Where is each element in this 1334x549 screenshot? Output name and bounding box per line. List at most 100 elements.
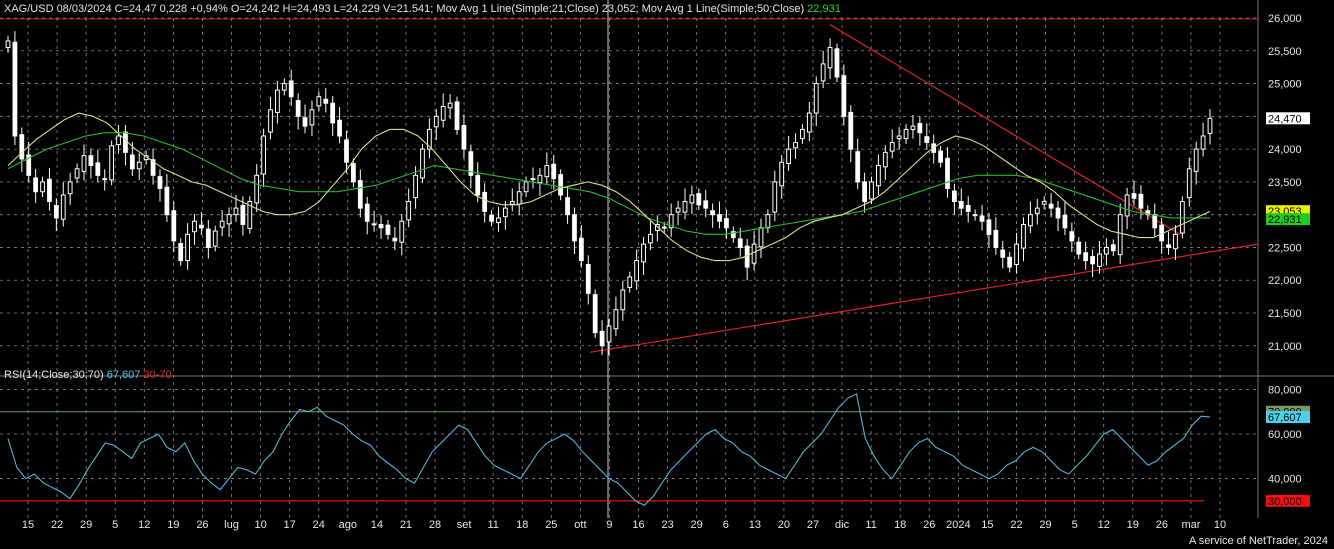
candle: [60, 181, 66, 227]
candle: [703, 189, 709, 218]
candle-body: [578, 237, 584, 262]
candle: [1131, 180, 1137, 206]
candle: [1186, 157, 1192, 207]
time-tick-label: 16: [632, 519, 644, 531]
candle: [641, 236, 646, 275]
candle: [219, 210, 225, 237]
candle: [240, 196, 246, 236]
candle-body: [60, 194, 66, 220]
candle-body: [661, 226, 667, 229]
candle-body: [1083, 252, 1089, 262]
candle-body: [876, 165, 881, 187]
time-tick-label: 26: [196, 519, 208, 531]
candle: [848, 105, 854, 163]
candle-body: [903, 128, 909, 140]
candle-body: [199, 224, 204, 229]
price-tick-label: 26,000: [1268, 13, 1302, 25]
candle: [12, 31, 18, 146]
time-tick-label: mar: [1181, 519, 1200, 531]
candle: [1021, 217, 1026, 262]
candle: [447, 94, 453, 119]
candle-body: [392, 237, 398, 242]
candle-body: [1000, 249, 1006, 258]
candle: [544, 152, 550, 184]
candle-body: [710, 210, 716, 216]
candle-body: [606, 325, 612, 343]
rsi-label: RSI(14;Close;30;70): [4, 369, 104, 381]
candle-body: [800, 128, 805, 140]
candle: [613, 296, 619, 336]
candle: [330, 96, 336, 136]
candle: [205, 219, 211, 259]
candle: [772, 170, 778, 222]
candle-body: [496, 217, 501, 224]
candle-body: [212, 230, 218, 247]
candle-body: [81, 155, 87, 172]
candle: [95, 149, 101, 183]
candle: [779, 155, 785, 199]
time-tick-label: 23: [661, 519, 673, 531]
candle-body: [544, 165, 550, 178]
candle: [261, 128, 266, 188]
time-tick-label: 17: [284, 519, 296, 531]
candle: [938, 145, 943, 168]
time-tick-label: 19: [1127, 519, 1139, 531]
ma50-line: [7, 132, 1210, 235]
time-tick-label: ago: [339, 519, 357, 531]
time-tick-label: 22: [51, 519, 63, 531]
candle: [551, 155, 557, 190]
candle: [862, 172, 867, 213]
candle: [19, 127, 25, 173]
rsi-tick-label: 40,000: [1268, 474, 1302, 486]
time-tick-label: 19: [167, 519, 179, 531]
candle-body: [1179, 201, 1185, 234]
candle-body: [634, 260, 640, 282]
candle: [952, 183, 957, 215]
candle: [440, 93, 446, 128]
candle: [599, 320, 605, 355]
candle: [979, 204, 985, 231]
candle-body: [47, 178, 52, 203]
candle: [1062, 202, 1068, 235]
candle-body: [399, 220, 405, 243]
candle: [392, 227, 398, 251]
candle: [1145, 205, 1151, 220]
candle-body: [461, 125, 467, 150]
time-tick-label: 13: [749, 519, 761, 531]
candle: [841, 64, 847, 126]
time-tick-label: lug: [224, 519, 239, 531]
candle-body: [841, 75, 847, 117]
candle-body: [74, 168, 80, 179]
ma21-legend: Mov Avg 1 Line(Simple;21;Close) 23,052;: [436, 3, 639, 15]
candle: [1166, 231, 1171, 255]
candle-body: [565, 197, 570, 216]
candle-body: [1062, 214, 1068, 229]
candle-body: [482, 191, 488, 212]
candle-body: [489, 214, 494, 222]
candle: [116, 124, 121, 154]
candle-body: [261, 135, 266, 175]
candle-body: [806, 112, 812, 133]
candle-body: [737, 238, 743, 248]
candle-body: [364, 203, 370, 222]
candle-body: [1117, 214, 1123, 256]
candle-body: [413, 174, 418, 199]
candle: [33, 168, 39, 203]
candle: [1055, 200, 1061, 232]
candle: [965, 196, 971, 223]
candle: [433, 109, 439, 140]
candle-body: [896, 135, 902, 140]
time-tick-label: 26: [923, 519, 935, 531]
time-tick-label: 21: [400, 519, 412, 531]
candle: [53, 198, 59, 232]
candle: [1048, 193, 1054, 218]
candle: [558, 169, 564, 201]
candle: [199, 212, 204, 235]
candle: [958, 188, 964, 216]
time-tick-label: 29: [80, 519, 92, 531]
candle: [696, 188, 702, 211]
candle: [606, 318, 612, 355]
candle-body: [330, 102, 336, 124]
candle: [371, 210, 377, 232]
